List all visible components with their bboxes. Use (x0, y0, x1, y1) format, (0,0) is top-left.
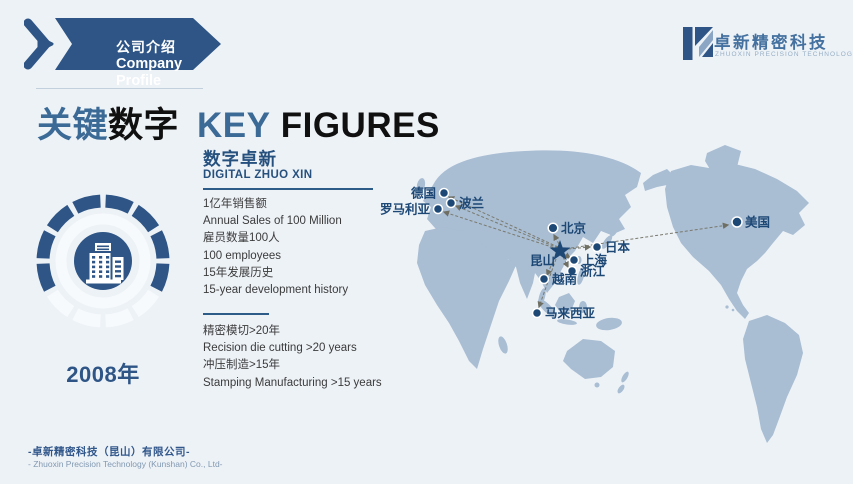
map-land (411, 145, 809, 443)
route-line (546, 256, 556, 277)
banner-arrow-shape (23, 9, 221, 79)
location-label: 美国 (745, 215, 770, 230)
route-line (553, 233, 560, 245)
route-line (537, 258, 557, 309)
building-icon (86, 243, 124, 284)
header-banner: 公司介绍 Company Profile (23, 9, 226, 89)
location-label: 上海 (582, 253, 608, 268)
page-title: 关键数字 KEY FIGURES (37, 97, 440, 148)
stat-line: 1亿年销售额 (203, 198, 267, 210)
location-marker (566, 265, 578, 277)
banner-title-zh: 公司介绍 (116, 39, 176, 55)
banner-title: 公司介绍 Company Profile (116, 39, 226, 90)
location-marker (547, 222, 559, 234)
location-marker (531, 307, 543, 319)
stat-line: Annual Sales of 100 Million (203, 215, 342, 228)
donut-ring (36, 194, 170, 328)
capabilities-list: 精密模切>20年 Recision die cutting >20 years … (203, 323, 413, 392)
world-map: 德国 波兰 罗马利亚 北京 日本 上海 浙江 越南 马来西亚 美国 昆山 (375, 135, 853, 479)
route-line (454, 204, 559, 249)
location-label: 马来西亚 (545, 306, 596, 321)
banner-title-en: Company Profile (116, 55, 183, 89)
location-label: 北京 (561, 221, 587, 236)
logo-tagline: ZHUOXIN PRECISION TECHNOLOGY (715, 51, 853, 58)
capabilities-divider (203, 313, 269, 315)
route-line (567, 244, 592, 251)
title-en-rest: FIGURES (280, 106, 440, 145)
section-heading-en: DIGITAL ZHUO XIN (203, 169, 313, 181)
capability-line: 冲压制造>15年 (203, 359, 281, 372)
stat-line: 100 employees (203, 249, 281, 262)
footer-company-en: - Zhuoxin Precision Technology (Kunshan)… (28, 459, 223, 469)
route-line (563, 252, 572, 259)
location-marker (568, 254, 580, 266)
location-label: 浙江 (580, 264, 606, 279)
header-underline (36, 88, 203, 89)
location-label: 德国 (411, 186, 436, 201)
location-marker (538, 273, 550, 285)
hub-label: 昆山 (530, 253, 555, 268)
stat-line: 15-year development history (203, 284, 349, 297)
section-heading-zh: 数字卓新 (203, 149, 277, 169)
founding-donut (33, 191, 173, 331)
location-marker (432, 203, 444, 215)
title-en-accent: KEY (197, 106, 271, 145)
location-marker (445, 197, 457, 209)
title-zh-accent: 关键 (37, 106, 109, 145)
location-marker (591, 241, 603, 253)
logo-name: 卓新精密科技 (714, 34, 828, 52)
logo-mark-icon (683, 24, 713, 64)
capability-line: Recision die cutting >20 years (203, 342, 357, 355)
hub-star-icon (549, 240, 571, 260)
capability-line: 精密模切>20年 (203, 325, 281, 337)
location-marker (438, 187, 450, 199)
location-label: 日本 (605, 240, 631, 255)
founding-year: 2008年 (66, 362, 140, 387)
stats-list: 1亿年销售额 Annual Sales of 100 Million 雇员数量1… (203, 196, 403, 299)
stat-line: 雇员数量100人 (203, 232, 280, 245)
title-zh-rest: 数字 (108, 106, 180, 145)
location-label: 罗马利亚 (380, 202, 431, 217)
section-divider (203, 188, 373, 190)
location-marker (731, 216, 743, 228)
stat-line: 15年发展历史 (203, 266, 274, 279)
route-line (562, 256, 569, 269)
capability-line: Stamping Manufacturing >15 years (203, 376, 382, 389)
location-label: 越南 (551, 272, 578, 287)
location-markers (432, 187, 743, 319)
footer-company-zh: -卓新精密科技（昆山）有限公司- (28, 446, 190, 458)
location-label: 波兰 (459, 196, 485, 211)
location-labels: 德国 波兰 罗马利亚 北京 日本 上海 浙江 越南 马来西亚 美国 昆山 (380, 186, 770, 321)
